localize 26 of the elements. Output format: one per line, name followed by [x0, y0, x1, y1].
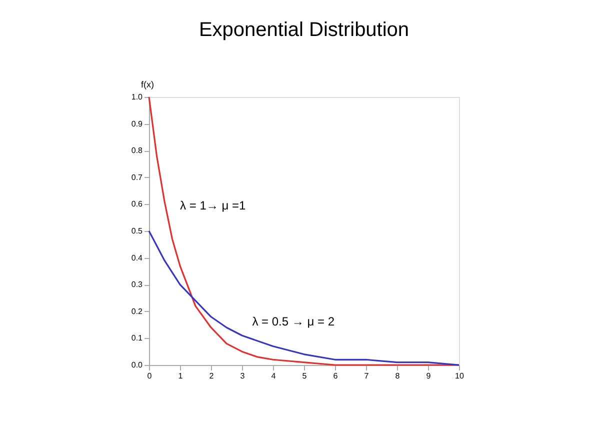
- x-tick-label: 1: [178, 372, 184, 380]
- x-tick-label: 6: [333, 372, 338, 380]
- x-tick-label: 8: [395, 372, 400, 380]
- y-tick-label: 0.1: [131, 334, 144, 343]
- x-tick-label: 7: [364, 372, 370, 380]
- x-tick-label: 5: [302, 372, 308, 380]
- x-tick-label: 2: [209, 372, 214, 380]
- annotation: λ = 1→ μ =1: [180, 198, 246, 213]
- y-tick-label: 0.5: [131, 226, 144, 236]
- y-tick-label: 0.0: [131, 360, 144, 370]
- y-tick-label: 0.2: [131, 306, 144, 316]
- y-tick-label: 0.3: [131, 280, 144, 290]
- y-tick-label: 1.0: [131, 92, 144, 102]
- y-tick-label: 0.7: [131, 172, 144, 182]
- annotation: λ = 0.5 → μ = 2: [252, 314, 335, 329]
- y-tick-label: 0.8: [131, 146, 144, 156]
- chart-title: Exponential Distribution: [198, 19, 410, 41]
- y-tick-label: 0.9: [131, 119, 144, 128]
- y-axis-title: f(x): [141, 80, 154, 90]
- y-tick-label: 0.6: [131, 200, 144, 209]
- x-tick-label: 4: [271, 372, 276, 380]
- x-tick-label: 3: [240, 372, 246, 380]
- x-tick-label: 0: [147, 372, 152, 380]
- y-tick-label: 0.4: [131, 253, 144, 262]
- x-tick-label: 10: [455, 372, 464, 380]
- x-tick-label: 9: [426, 372, 432, 380]
